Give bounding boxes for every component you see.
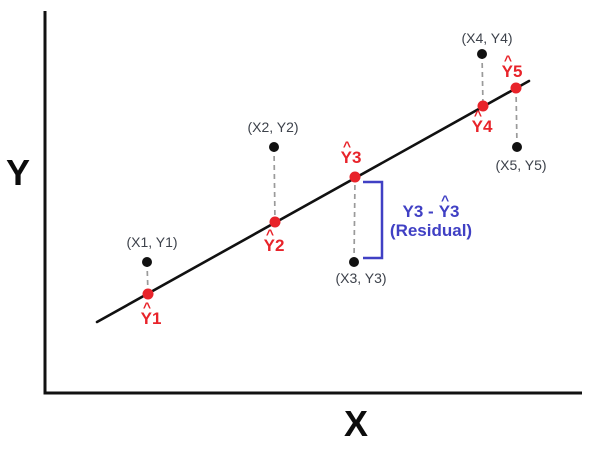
observed-point-label-4: (X4, Y4) — [461, 30, 513, 46]
regression-line — [95, 79, 531, 324]
hat-caret: ^ — [265, 226, 275, 242]
fitted-label-text: Y4 — [471, 117, 493, 136]
fitted-label-text: Y2 — [263, 236, 285, 255]
residual-hat-base: Y3 — [438, 202, 460, 221]
fitted-label-text: Y5 — [501, 62, 523, 81]
observed-point-5 — [512, 142, 522, 152]
observed-point-label-5: (X5, Y5) — [495, 157, 547, 173]
fitted-label-text: Y3 — [340, 148, 362, 167]
fitted-point-5 — [510, 82, 522, 94]
hat-caret: ^ — [142, 299, 152, 315]
observed-point-3 — [349, 257, 359, 267]
residual-annotation-line1: Y3 - ^ Y3 — [390, 192, 472, 221]
hat-caret: ^ — [440, 192, 450, 208]
fitted-point-label-2: ^ Y2 — [263, 226, 285, 255]
fitted-point-label-3: ^ Y3 — [340, 138, 362, 167]
residual-connector-3 — [353, 177, 356, 263]
fitted-point-4 — [477, 100, 489, 112]
residual-connector-5 — [515, 87, 518, 148]
residual-annotation-line2: (Residual) — [389, 221, 473, 240]
fitted-point-3 — [349, 171, 361, 183]
fitted-point-label-4: ^ Y4 — [471, 107, 493, 136]
observed-point-1 — [142, 257, 152, 267]
residual-annotation: Y3 - ^ Y3 (Residual) — [389, 192, 473, 240]
fitted-label-text: Y1 — [140, 309, 162, 328]
residual-connector-2 — [273, 146, 276, 223]
residual-connector-4 — [481, 53, 484, 107]
fitted-point-2 — [269, 216, 281, 228]
observed-point-label-2: (X2, Y2) — [247, 119, 299, 135]
hat-caret: ^ — [342, 138, 352, 154]
observed-point-label-1: (X1, Y1) — [126, 234, 178, 250]
fitted-point-label-1: ^ Y1 — [140, 299, 162, 328]
observed-point-label-3: (X3, Y3) — [335, 270, 387, 286]
hat-caret: ^ — [473, 107, 483, 123]
y-axis-label: Y — [5, 152, 31, 193]
fitted-point-1 — [142, 288, 154, 300]
observed-point-4 — [477, 49, 487, 59]
x-axis-label: X — [343, 403, 369, 444]
observed-point-2 — [269, 142, 279, 152]
residual-hat-group: ^ Y3 — [438, 192, 460, 221]
residual-line1-prefix: Y3 - — [402, 202, 434, 221]
fitted-point-label-5: ^ Y5 — [501, 52, 523, 81]
hat-caret: ^ — [503, 52, 513, 68]
residual-bracket — [363, 180, 384, 260]
